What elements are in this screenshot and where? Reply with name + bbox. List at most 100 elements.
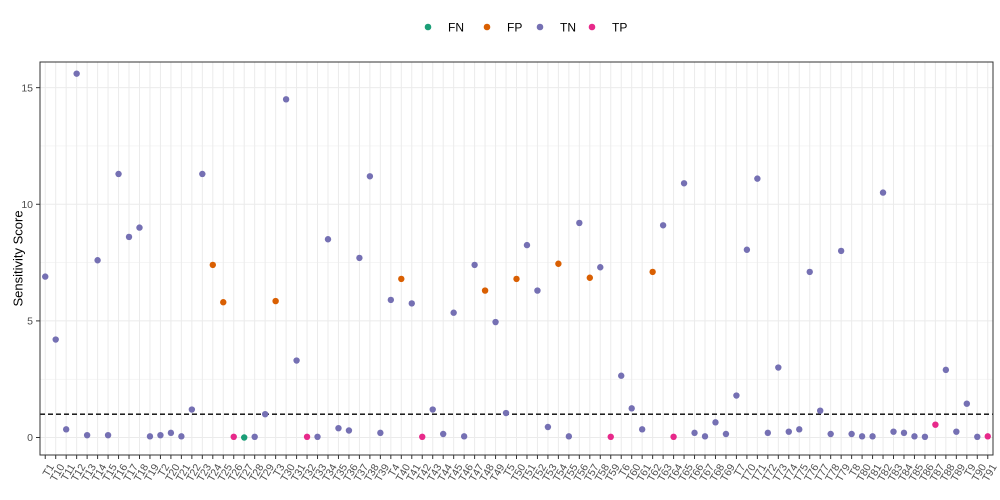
legend-label-tn: TN [560, 21, 576, 35]
data-point-t55 [565, 433, 573, 440]
data-point-t57 [586, 274, 594, 281]
data-point-t20 [167, 429, 175, 437]
data-point-t37 [356, 254, 363, 262]
grid-lines [40, 62, 993, 455]
data-point-t63 [659, 222, 667, 229]
legend-key-fp [483, 23, 491, 31]
legend-label-fn: FN [448, 21, 464, 35]
data-points [42, 70, 991, 441]
data-point-t42 [419, 433, 426, 441]
data-point-t15 [104, 431, 112, 439]
data-point-t73 [775, 364, 782, 371]
data-point-t60 [628, 405, 635, 412]
x-tick-label: T3 [271, 462, 288, 479]
legend-label-tp: TP [612, 21, 627, 35]
legend-key-fn [424, 23, 432, 31]
data-point-t52 [534, 287, 541, 294]
data-point-t18 [136, 224, 143, 231]
data-point-t59 [607, 433, 614, 441]
data-point-t38 [366, 173, 374, 180]
data-point-t65 [680, 180, 688, 187]
data-point-t34 [324, 236, 332, 243]
data-point-t62 [649, 268, 656, 276]
x-tick-label: T8 [847, 462, 864, 479]
data-point-t35 [335, 424, 342, 432]
data-point-t27 [241, 434, 248, 441]
data-point-t46 [460, 433, 468, 440]
data-point-t87 [932, 421, 939, 428]
data-point-t45 [450, 309, 457, 316]
y-tick-label: 5 [27, 315, 33, 327]
x-axis: T1T10T11T12T13T14T15T16T17T18T19T2T20T21… [41, 455, 1000, 484]
data-point-t53 [544, 423, 552, 431]
data-point-t91 [984, 433, 991, 440]
y-axis-title: Sensitivity Score [10, 210, 25, 306]
data-point-t76 [806, 268, 813, 276]
data-point-t12 [73, 70, 80, 77]
data-point-t81 [869, 433, 876, 440]
data-point-t17 [125, 233, 133, 241]
legend-label-fp: FP [507, 21, 522, 35]
data-point-t88 [942, 366, 950, 374]
data-point-t71 [754, 175, 761, 182]
data-point-t79 [837, 247, 845, 255]
data-point-t48 [481, 287, 489, 294]
legend: FN FP TN TP [424, 21, 627, 35]
y-tick-label: 10 [21, 199, 33, 211]
data-point-t2 [157, 431, 164, 439]
data-point-t28 [251, 433, 258, 441]
data-point-t54 [555, 260, 562, 267]
data-point-t14 [94, 257, 101, 264]
data-point-t83 [890, 428, 897, 435]
data-point-t7 [733, 392, 740, 399]
data-point-t80 [858, 433, 866, 440]
data-point-t56 [576, 219, 583, 227]
data-point-t75 [796, 426, 803, 433]
data-point-t50 [513, 275, 520, 283]
data-point-t5 [502, 409, 510, 417]
data-point-t69 [722, 430, 730, 438]
data-point-t82 [879, 189, 887, 196]
x-tick-label: T5 [501, 462, 518, 479]
data-point-t26 [230, 433, 237, 441]
data-point-t31 [293, 357, 300, 364]
data-point-t24 [209, 261, 216, 269]
data-point-t90 [974, 433, 981, 441]
data-point-t1 [42, 273, 49, 280]
data-point-t16 [115, 170, 122, 178]
data-point-t68 [712, 419, 719, 426]
data-point-t66 [691, 429, 698, 437]
data-point-t84 [900, 429, 908, 437]
data-point-t70 [743, 246, 751, 253]
data-point-t36 [345, 427, 353, 434]
x-tick-label: T1 [41, 462, 58, 479]
data-point-t64 [670, 433, 677, 441]
data-point-t40 [398, 275, 405, 283]
data-point-t85 [911, 433, 918, 440]
data-point-t11 [62, 426, 70, 433]
data-point-t6 [618, 372, 625, 379]
data-point-t4 [387, 296, 395, 304]
data-point-t33 [314, 433, 321, 441]
data-point-t44 [439, 430, 447, 438]
data-point-t23 [199, 170, 206, 178]
data-point-t9 [963, 400, 971, 407]
data-point-t39 [377, 429, 384, 437]
x-tick-label: T2 [156, 462, 173, 479]
legend-key-tn [536, 23, 544, 31]
data-point-t41 [408, 300, 415, 307]
data-point-t49 [492, 318, 499, 326]
data-point-t51 [523, 241, 531, 249]
data-point-t86 [921, 433, 929, 441]
data-point-t8 [848, 430, 855, 438]
data-point-t25 [220, 299, 227, 306]
data-point-t3 [272, 297, 279, 305]
x-tick-label: T9 [962, 462, 979, 479]
data-point-t22 [188, 406, 196, 413]
data-point-t58 [597, 264, 604, 271]
legend-key-tp [588, 23, 596, 31]
y-tick-label: 0 [27, 432, 33, 444]
x-tick-label: T6 [617, 462, 634, 479]
y-tick-label: 15 [21, 82, 33, 94]
